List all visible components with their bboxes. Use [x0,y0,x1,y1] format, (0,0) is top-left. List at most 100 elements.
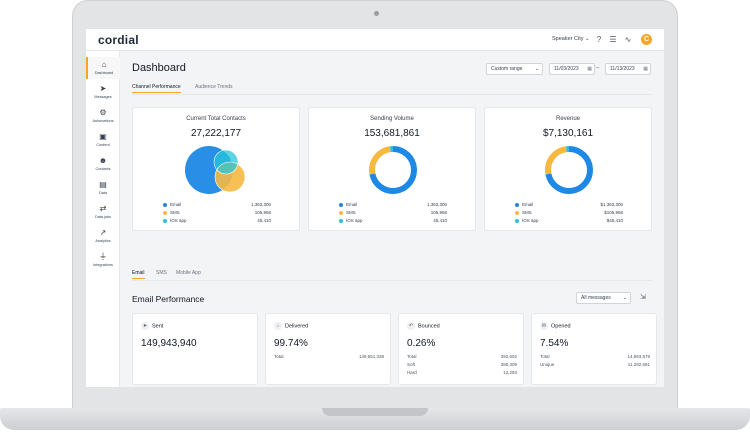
donut-slice-email [369,146,417,194]
card-total-contacts: Current Total Contacts 27,222,177 Email 1… [132,107,300,231]
sidebar-item-label: Contacts [95,167,111,171]
legend-value: 105,958 [430,210,447,215]
stat-card-bounced: ↶ Bounced 0.26% Total 392,602 Soft 380,309 Hard… [398,313,524,385]
legend-value: 45,410 [433,218,447,223]
activity-icon[interactable]: ∿ [624,35,632,44]
sidebar-item-label: Dashboard [94,71,114,75]
card-revenue: Revenue $7,130,161 Email $1,362,300 SMS $10… [484,107,652,231]
legend-item: SMS 105,958 [163,209,271,217]
stat-row-label: Total [540,354,550,359]
legend-item: IOS app 45,410 [339,217,447,225]
volume-legend: Email 1,362,300 SMS 105,958 IOS app 45,410 [339,201,447,225]
legend-value: 1,362,300 [250,202,271,207]
sidebar-item-label: Analytics [95,239,111,243]
sidebar-item-data[interactable]: ▤ Data [86,177,120,199]
stat-card-label: Sent [152,323,164,330]
cordial-logo[interactable]: cordial [98,33,139,47]
sidebar-item-automations[interactable]: ⚙ Automations [86,105,120,127]
stat-card-value: 99.74% [274,338,308,349]
stat-row-label: Soft [407,362,416,367]
flow-icon: ⚙ [99,108,107,117]
stat-card-value: 149,943,940 [141,338,197,349]
main-content: Dashboard Custom range ⌄ 11/03/2023 ▦ – 11… [120,51,664,387]
stat-row-label: Total [407,354,417,359]
legend-dot [515,203,519,207]
stat-card-title: ↶ Bounced [407,322,440,330]
tab-channel-performance[interactable]: Channel Performance [132,84,181,93]
stat-card-row: Hard 12,293 [407,370,517,375]
sidebar-item-integrations[interactable]: ⏚ Integrations [86,249,120,271]
tab-audience-trends[interactable]: Audience Trends [195,84,233,90]
contacts-legend: Email 1,362,300 SMS 105,958 IOS app 45,410 [163,201,271,225]
legend-item: Email $1,362,300 [515,201,623,209]
donut-slice-sms [545,146,567,175]
legend-value: 45,410 [257,218,271,223]
tab-sms[interactable]: SMS [156,270,167,276]
card-value: $7,130,161 [542,128,594,139]
legend-label: Email [346,202,358,207]
sidebar-item-contacts[interactable]: ☻ Contacts [86,153,120,175]
home-icon: ⌂ [101,60,107,69]
legend-label: Email [170,202,182,207]
stat-card-sent: ➤ Sent 149,943,940 [132,313,258,385]
revenue-legend: Email $1,362,300 SMS $105,958 IOS app $45,410 [515,201,623,225]
card-value: 153,681,861 [364,128,420,139]
legend-value: $105,958 [604,210,623,215]
message-filter-select[interactable]: All messages ⌄ [576,292,631,304]
export-icon[interactable]: ⇲ [640,294,646,301]
card-title: Sending Volume [370,116,414,122]
stat-row-value: 392,602 [500,354,517,359]
legend-dot [163,203,167,207]
sidebar-item-label: Automations [92,119,114,123]
date-to-value: 11/13/2023 [610,66,635,72]
stat-row-label: Total [274,354,284,359]
chevron-down-icon: ⌄ [585,36,590,42]
legend-dot [163,219,167,223]
avatar[interactable]: C [641,34,652,45]
chevron-down-icon: ⌄ [622,295,627,301]
contacts-venn-chart [185,146,246,194]
legend-label: SMS [522,210,532,215]
chevron-down-icon: ⌄ [534,66,539,72]
legend-label: SMS [170,210,180,215]
sidebar-item-dashboard[interactable]: ⌂ Dashboard [86,57,120,79]
help-icon[interactable]: ? [596,35,602,44]
calendar-icon: ▦ [587,66,592,72]
date-range-select[interactable]: Custom range ⌄ [486,63,543,75]
content-icon: ▣ [99,132,107,141]
sidebar: ⌂ Dashboard ➤ Messages ⚙ Automations ▣ Content ☻… [86,51,120,387]
stat-card-row: Total 14,993,579 [540,354,650,359]
card-sending-volume: Sending Volume 153,681,861 Email 1,362,30… [308,107,476,231]
date-to-input[interactable]: 11/13/2023 ▦ [605,63,651,75]
laptop-base [0,408,750,430]
stat-card-title: ↓ Delivered [274,322,308,330]
stat-row-label: Hard [407,370,417,375]
date-from-input[interactable]: 11/03/2023 ▦ [549,63,595,75]
stat-row-label: Unique [540,362,555,367]
sidebar-item-label: Data jobs [94,215,112,219]
send-icon: ➤ [99,84,107,93]
envelope-open-icon: ✉ [540,322,548,330]
stat-card-label: Opened [551,323,571,330]
tab-mobile-app[interactable]: Mobile App [176,270,201,276]
sidebar-item-content[interactable]: ▣ Content [86,129,120,151]
org-selector[interactable]: Speaker City ⌄ [552,36,590,42]
card-title: Revenue [555,116,581,122]
sidebar-item-analytics[interactable]: ↗ Analytics [86,225,120,247]
sidebar-item-label: Content [96,143,110,147]
legend-label: Email [522,202,534,207]
stat-card-value: 7.54% [540,338,569,349]
sidebar-item-data-jobs[interactable]: ⇄ Data jobs [86,201,120,223]
legend-item: Email 1,362,300 [163,201,271,209]
checklist-icon[interactable]: ☰ [609,35,617,44]
download-icon: ↓ [274,322,282,330]
legend-value: $1,362,300 [600,202,623,207]
stat-card-row: Total 149,551,338 [274,354,384,359]
contacts-icon: ☻ [98,156,108,165]
stat-row-value: 149,551,338 [358,354,384,359]
date-range-label: Custom range [491,66,523,72]
sidebar-item-messages[interactable]: ➤ Messages [86,81,120,103]
donut-slice-email [545,146,593,194]
tab-email[interactable]: Email [132,270,145,279]
legend-item: IOS app $45,410 [515,217,623,225]
